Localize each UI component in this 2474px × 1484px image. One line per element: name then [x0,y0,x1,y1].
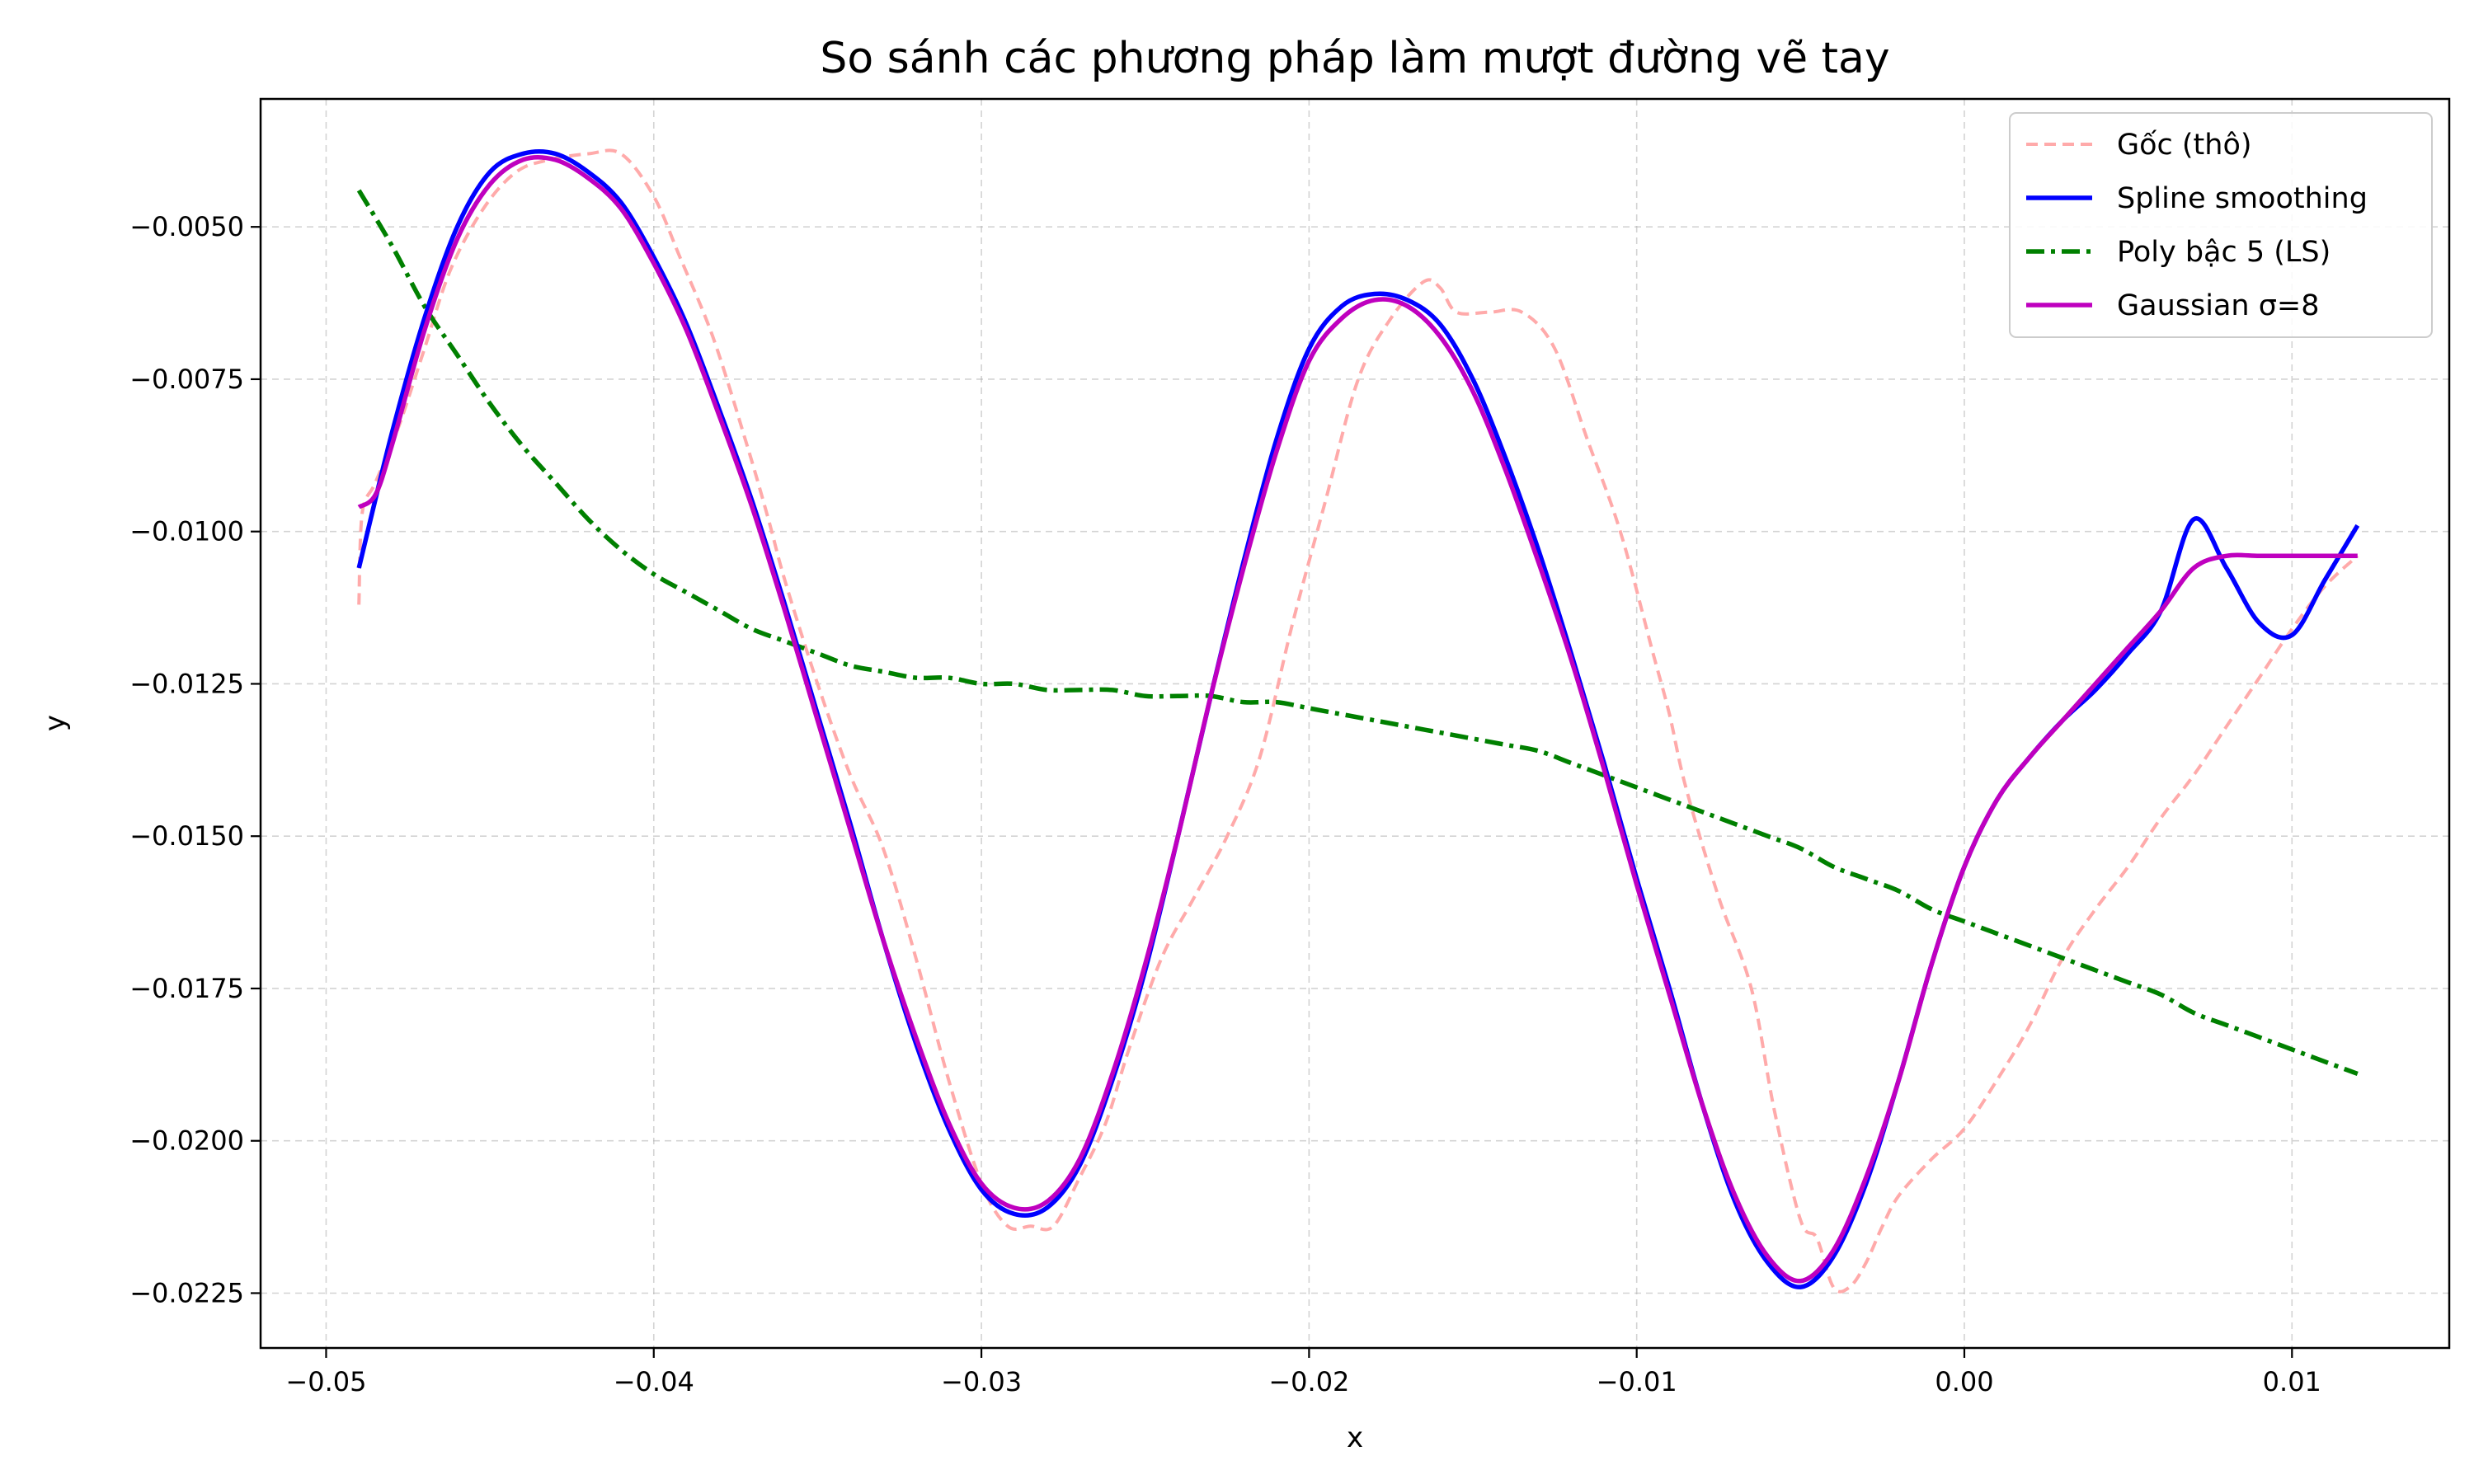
legend-label: Gaussian σ=8 [2117,289,2319,322]
x-tick-label: −0.05 [285,1366,366,1397]
legend-label: Spline smoothing [2117,182,2368,215]
y-tick-label: −0.0150 [129,820,244,852]
y-axis: −0.0050 −0.0075 −0.0100 −0.0125 −0.0150 −0.01… [129,211,261,1308]
y-tick-label: −0.0050 [129,211,244,242]
x-axis: −0.05 −0.04 −0.03 −0.02 −0.01 0.00 0.01 [285,1348,2321,1397]
x-tick-label: 0.00 [1935,1366,1993,1397]
legend-entry-gaussian: Gaussian σ=8 [2026,289,2319,322]
y-tick-label: −0.0175 [129,973,244,1004]
x-tick-label: 0.01 [2263,1366,2321,1397]
chart-title: So sánh các phương pháp làm mượt đường v… [820,34,1889,83]
legend-entry-spline: Spline smoothing [2026,182,2368,215]
y-tick-label: −0.0200 [129,1125,244,1157]
legend-entry-poly: Poly bậc 5 (LS) [2026,236,2331,269]
y-tick-label: −0.0125 [129,668,244,699]
x-tick-label: −0.02 [1268,1366,1349,1397]
legend: Gốc (thô) Spline smoothing Poly bậc 5 (LS)… [2009,112,2433,338]
y-axis-label: y [39,715,72,731]
legend-label: Gốc (thô) [2117,129,2252,162]
series-gaussian-line [357,154,2358,1284]
series-raw-line [357,148,2359,1294]
plot-lines [356,148,2360,1294]
x-axis-label: x [1347,1421,1363,1454]
legend-entry-raw: Gốc (thô) [2026,129,2252,162]
legend-box [2009,112,2433,338]
legend-label: Poly bậc 5 (LS) [2117,236,2331,269]
y-tick-label: −0.0100 [129,516,244,547]
y-tick-label: −0.0075 [129,364,244,395]
y-tick-label: −0.0225 [129,1277,244,1308]
x-tick-label: −0.04 [614,1366,694,1397]
x-tick-label: −0.03 [941,1366,1022,1397]
series-poly-line [356,189,2359,1076]
plot-frame [259,97,2451,1350]
x-tick-label: −0.01 [1597,1366,1677,1397]
